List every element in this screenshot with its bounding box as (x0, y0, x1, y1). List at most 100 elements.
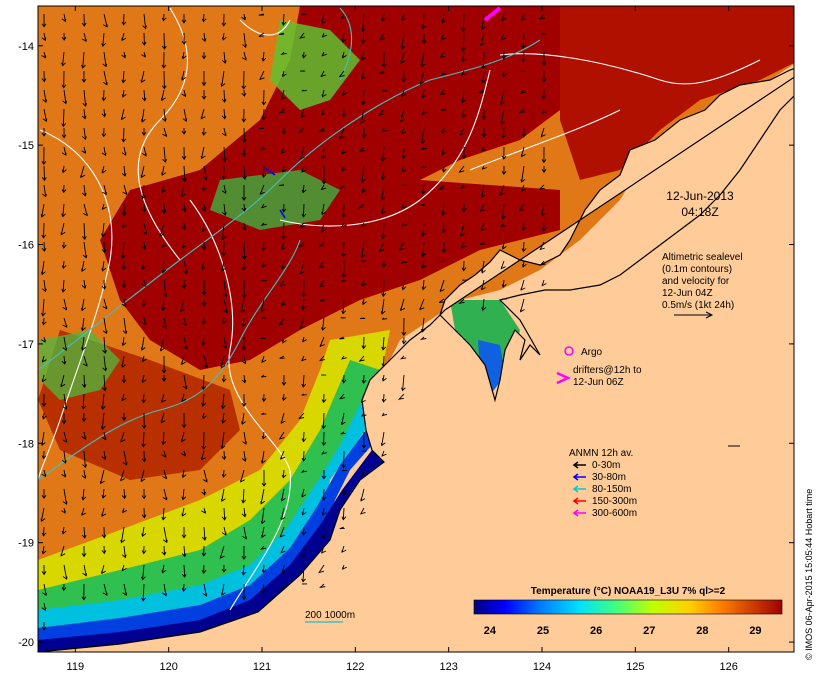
velocity-arrow-icon (101, 260, 107, 272)
velocity-arrow-icon (161, 545, 167, 556)
velocity-arrow-icon (181, 51, 187, 60)
velocity-arrow-icon (41, 241, 47, 252)
argo-marker-icon (564, 346, 574, 356)
velocity-arrow-icon (301, 51, 307, 59)
lat-tick-label: -15 (18, 140, 34, 152)
colorbar-tick-label: 27 (643, 625, 655, 637)
lat-tick-label: -19 (18, 538, 34, 550)
velocity-arrow-icon (521, 184, 527, 192)
velocity-arrow-icon (280, 507, 286, 521)
velocity-arrow-icon (302, 336, 307, 343)
velocity-arrow-icon (381, 51, 387, 68)
velocity-arrow-icon (140, 469, 146, 483)
velocity-arrow-icon (81, 583, 87, 601)
velocity-arrow-icon (42, 184, 47, 198)
velocity-arrow-icon (321, 526, 327, 539)
velocity-arrow-icon (420, 203, 426, 206)
colorbar-tick-label: 25 (537, 625, 549, 637)
velocity-arrow-icon (481, 279, 486, 291)
colorbar-tick-label: 28 (696, 625, 708, 637)
velocity-arrow-icon (161, 13, 167, 22)
velocity-arrow-icon (439, 51, 446, 59)
coastal-cyan-band (38, 400, 372, 642)
velocity-arrow-icon (378, 241, 385, 252)
velocity-arrow-icon (539, 241, 545, 251)
velocity-arrow-icon (61, 108, 67, 128)
velocity-arrow-icon (201, 317, 207, 325)
velocity-arrow-icon (521, 260, 527, 268)
velocity-arrow-icon (201, 279, 207, 296)
velocity-arrow-icon (41, 336, 46, 343)
velocity-arrow-icon (161, 564, 167, 574)
velocity-arrow-icon (282, 583, 287, 590)
velocity-arrow-icon (142, 222, 148, 235)
velocity-arrow-icon (220, 70, 226, 87)
velocity-arrow-icon (401, 203, 407, 209)
velocity-arrow-icon (201, 431, 207, 450)
velocity-arrow-icon (221, 146, 227, 163)
velocity-arrow-icon (241, 393, 247, 407)
velocity-arrow-icon (62, 564, 68, 580)
velocity-arrow-icon (141, 203, 147, 213)
velocity-arrow-icon (121, 89, 127, 98)
velocity-arrow-icon (500, 260, 506, 270)
velocity-arrow-icon (279, 279, 286, 287)
velocity-arrow-icon (381, 279, 387, 298)
velocity-arrow-icon (279, 355, 285, 359)
velocity-arrow-icon (280, 545, 286, 554)
velocity-arrow-icon (161, 165, 167, 176)
velocity-arrow-icon (101, 89, 107, 102)
velocity-arrow-icon (501, 165, 507, 176)
velocity-arrow-icon (121, 32, 127, 42)
velocity-arrow-icon (101, 564, 106, 575)
velocity-arrow-icon (81, 51, 86, 69)
velocity-arrow-icon (321, 412, 327, 430)
velocity-arrow-icon (381, 89, 388, 92)
velocity-arrow-icon (221, 127, 227, 137)
velocity-arrow-icon (181, 32, 187, 46)
velocity-arrow-icon (397, 393, 405, 400)
coastal-yellow-band (38, 330, 390, 640)
velocity-arrow-icon (441, 165, 447, 173)
velocity-arrow-icon (380, 184, 386, 201)
velocity-arrow-icon (81, 526, 87, 539)
velocity-arrow-icon (241, 51, 247, 61)
velocity-arrow-icon (400, 51, 406, 64)
velocity-arrow-icon (461, 260, 467, 272)
velocity-arrow-icon (358, 355, 365, 362)
velocity-arrow-icon (181, 222, 187, 231)
velocity-arrow-icon (439, 89, 446, 96)
velocity-arrow-icon (81, 32, 87, 42)
velocity-arrow-icon (41, 622, 47, 631)
velocity-arrow-icon (520, 165, 526, 183)
velocity-arrow-icon (161, 355, 167, 374)
velocity-arrow-icon (101, 241, 107, 254)
velocity-arrow-icon (520, 13, 526, 21)
velocity-arrow-icon (420, 127, 426, 145)
legend-item-label: 80-150m (592, 484, 631, 495)
velocity-arrow-icon (201, 222, 207, 233)
velocity-arrow-icon (82, 450, 88, 469)
velocity-arrow-icon (141, 431, 147, 448)
velocity-arrow-icon (221, 89, 227, 103)
velocity-arrow-icon (341, 260, 347, 278)
velocity-arrow-icon (101, 32, 107, 48)
velocity-arrow-icon (62, 298, 68, 311)
velocity-arrow-icon (121, 336, 127, 347)
velocity-arrow-icon (438, 298, 445, 303)
velocity-arrow-icon (341, 489, 347, 497)
velocity-arrow-icon (518, 108, 526, 114)
velocity-arrow-icon (182, 374, 188, 390)
velocity-arrow-icon (121, 70, 127, 84)
velocity-arrow-icon (401, 222, 408, 227)
velocity-arrow-icon (260, 545, 267, 550)
ocean-layer (38, 6, 794, 652)
velocity-arrow-icon (81, 336, 86, 352)
velocity-arrow-icon (121, 375, 127, 384)
velocity-arrow-icon (61, 146, 67, 156)
velocity-arrow-icon (202, 165, 208, 181)
velocity-arrow-icon (121, 165, 127, 177)
velocity-arrow-icon (261, 450, 266, 464)
velocity-arrow-icon (541, 32, 547, 35)
velocity-arrow-icon (282, 165, 287, 173)
